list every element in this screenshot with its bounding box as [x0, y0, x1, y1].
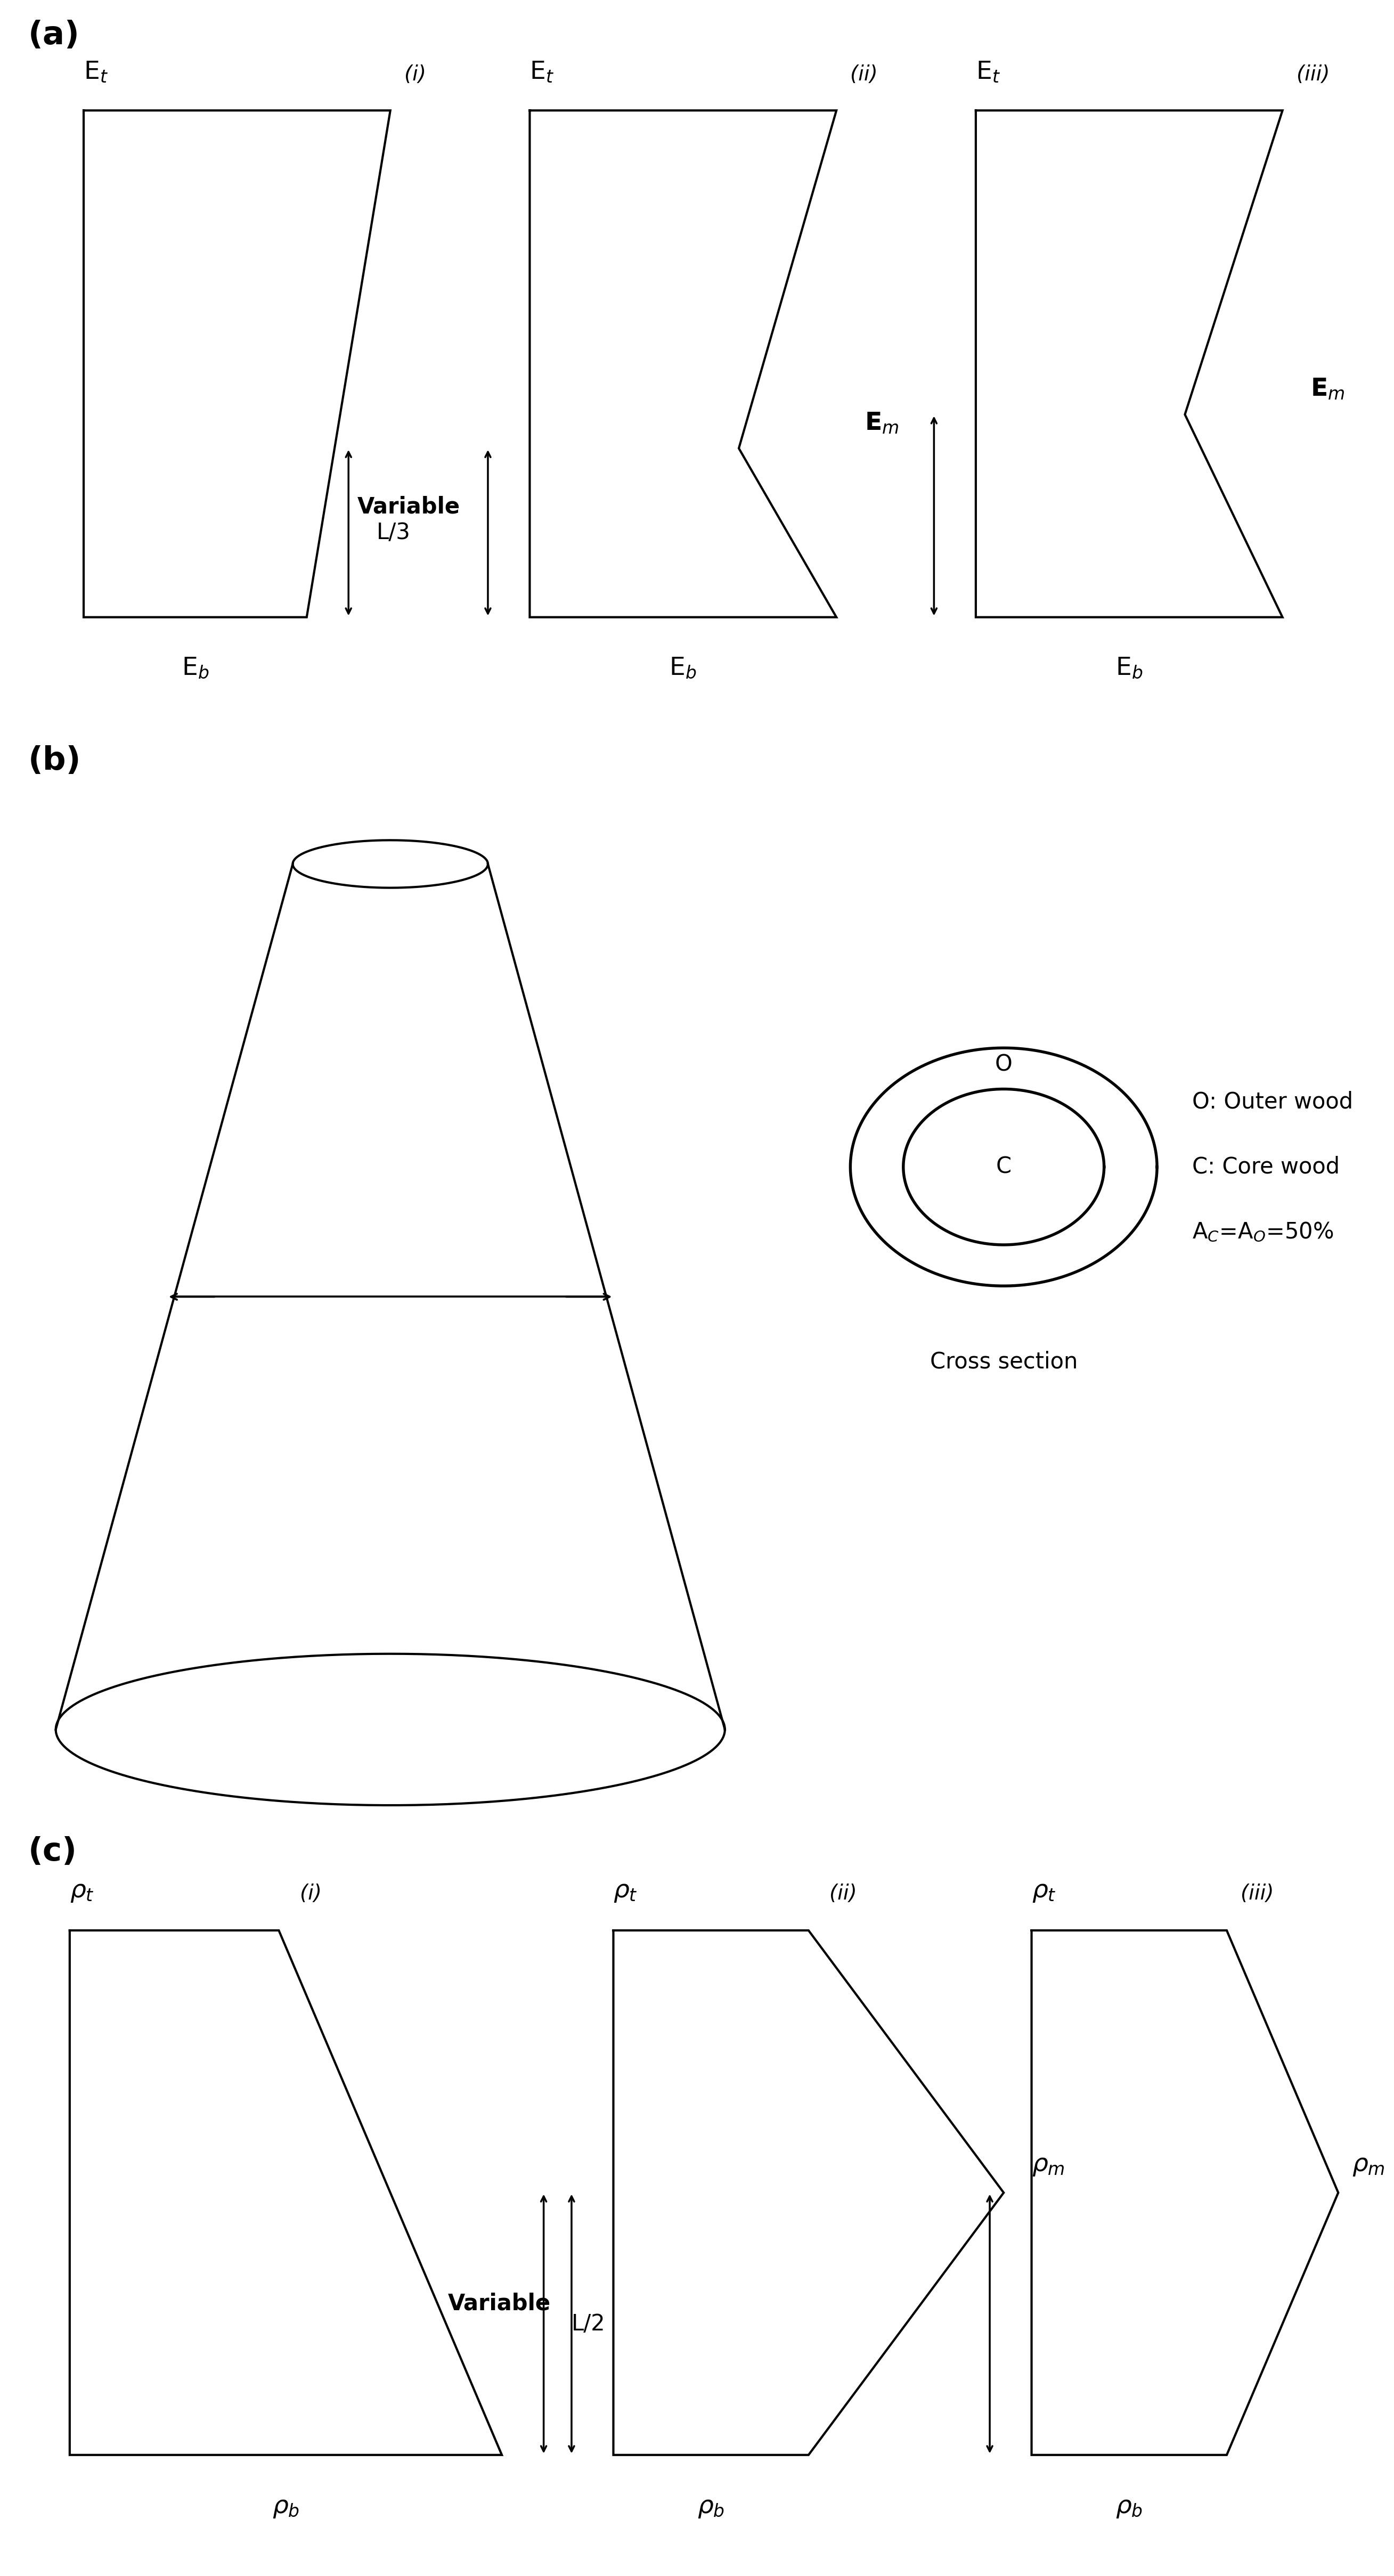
Text: $\rho_t$: $\rho_t$ [70, 1880, 95, 1904]
Text: Cross section: Cross section [930, 1350, 1078, 1373]
Text: C: C [995, 1157, 1012, 1177]
Text: O: Outer wood: O: Outer wood [1192, 1090, 1352, 1113]
Text: (i): (i) [300, 1883, 322, 1904]
Text: A$_C$=A$_O$=50%: A$_C$=A$_O$=50% [1192, 1221, 1333, 1244]
Text: $\rho_t$: $\rho_t$ [613, 1880, 638, 1904]
Text: Variable: Variable [357, 495, 460, 518]
Text: E$_b$: E$_b$ [1115, 657, 1143, 680]
Text: E$_m$: E$_m$ [864, 412, 899, 435]
Text: E$_b$: E$_b$ [669, 657, 697, 680]
Text: (b): (b) [28, 744, 81, 775]
Text: (iii): (iii) [1296, 64, 1330, 85]
Text: C: Core wood: C: Core wood [1192, 1157, 1340, 1177]
Text: (c): (c) [28, 1837, 77, 1868]
Text: L/3: L/3 [376, 520, 410, 544]
Text: $\rho_b$: $\rho_b$ [272, 2496, 300, 2519]
Text: $\rho_t$: $\rho_t$ [1032, 1880, 1057, 1904]
Text: Variable: Variable [447, 2293, 551, 2316]
Text: $\rho_m$: $\rho_m$ [1032, 2154, 1065, 2177]
Text: (a): (a) [28, 21, 79, 52]
Text: E$_t$: E$_t$ [976, 59, 1001, 85]
Text: (iii): (iii) [1241, 1883, 1274, 1904]
Text: L/2: L/2 [572, 2313, 605, 2334]
Text: $\rho_b$: $\rho_b$ [1115, 2496, 1143, 2519]
Text: E$_t$: E$_t$ [530, 59, 555, 85]
Text: (ii): (ii) [829, 1883, 857, 1904]
Text: O: O [995, 1054, 1012, 1077]
Text: (i): (i) [404, 64, 427, 85]
Text: E$_t$: E$_t$ [84, 59, 109, 85]
Text: $\rho_b$: $\rho_b$ [697, 2496, 725, 2519]
Text: E$_b$: E$_b$ [181, 657, 209, 680]
Text: E$_m$: E$_m$ [1310, 376, 1345, 402]
Text: (ii): (ii) [850, 64, 878, 85]
Text: $\rho_m$: $\rho_m$ [1352, 2154, 1386, 2177]
